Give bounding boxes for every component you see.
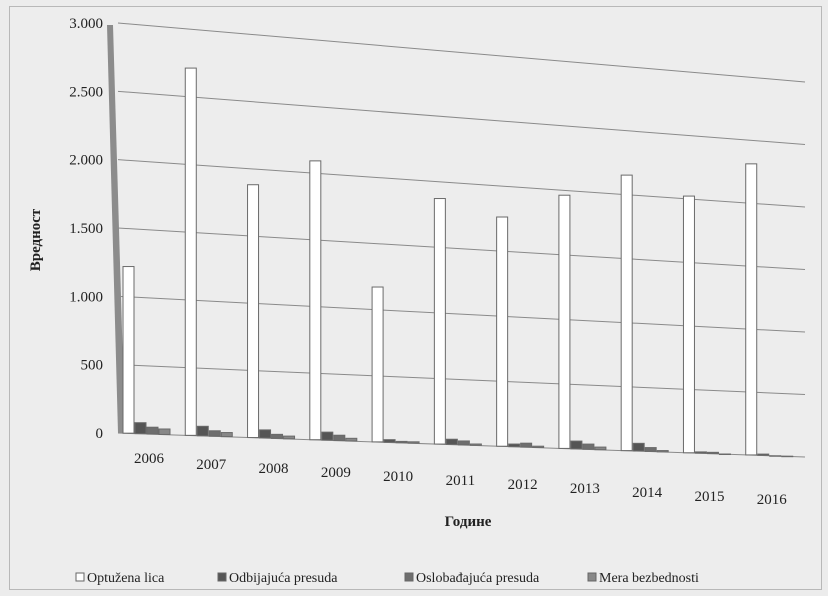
- bar: [558, 194, 571, 449]
- bar: [321, 431, 334, 441]
- bar: [582, 443, 595, 450]
- x-tick-label: 2012: [508, 477, 538, 493]
- y-axis-title: Вредност: [28, 208, 44, 271]
- bar: [706, 451, 719, 455]
- bar: [407, 441, 420, 444]
- bar: [520, 442, 533, 448]
- bar: [632, 442, 645, 452]
- bar: [496, 216, 509, 447]
- x-tick-label: 2006: [134, 451, 165, 467]
- bar: [333, 434, 346, 442]
- grid-line: [117, 22, 806, 83]
- x-tick-label: 2016: [757, 492, 788, 508]
- grid-line: [117, 364, 806, 395]
- bar: [457, 440, 470, 446]
- grid-lines: [117, 22, 806, 458]
- x-tick-label: 2010: [383, 469, 413, 485]
- y-axis-wall: [107, 25, 125, 433]
- legend-swatch: [404, 572, 414, 582]
- y-tick-label: 1.000: [69, 289, 103, 305]
- legend-swatch: [75, 572, 85, 582]
- bar: [469, 443, 482, 446]
- y-tick-label: 2.500: [69, 84, 103, 100]
- x-tick-label: 2013: [570, 481, 600, 497]
- bar: [395, 440, 408, 444]
- bar: [259, 429, 272, 439]
- y-tick-label: 1.500: [69, 221, 103, 237]
- legend-label: Oslobađajuća presuda: [416, 571, 540, 586]
- bar: [620, 174, 633, 452]
- bar: [781, 455, 794, 458]
- bar: [196, 425, 209, 437]
- chart-frame: 0 500 1.000 1.500 2.000 2.500 3.000 2006 2007 20…: [9, 6, 822, 590]
- x-tick-label: 2007: [196, 457, 227, 473]
- x-axis-title: Године: [445, 514, 492, 530]
- legend-label: Mera bezbednosti: [599, 571, 699, 586]
- legend: Optužena lica Odbijajuća presuda Oslobađaj…: [75, 571, 699, 586]
- bar: [694, 451, 707, 454]
- bar: [271, 433, 284, 439]
- bar: [134, 422, 147, 435]
- bar: [656, 450, 669, 453]
- bar: [769, 455, 782, 457]
- bar: [371, 286, 384, 443]
- y-tick-label: 2.000: [69, 153, 103, 169]
- bar: [682, 195, 695, 454]
- bar: [757, 453, 770, 456]
- bar: [122, 266, 135, 434]
- bar: [570, 440, 583, 450]
- grid-line: [117, 159, 806, 208]
- bar: [433, 198, 446, 445]
- bar: [445, 438, 458, 445]
- x-tick-label: 2015: [694, 489, 724, 505]
- legend-label: Odbijajuća presuda: [229, 571, 338, 586]
- x-tick-label: 2008: [259, 461, 289, 477]
- legend-label: Optužena lica: [87, 571, 165, 586]
- x-tick-label: 2014: [632, 485, 663, 501]
- bar: [146, 426, 159, 435]
- bar: [208, 430, 221, 437]
- bar: [309, 160, 322, 441]
- bars: [122, 67, 794, 458]
- bar: [594, 446, 607, 451]
- legend-swatch: [217, 572, 227, 582]
- grid-line: [117, 295, 806, 333]
- y-tick-label: 0: [96, 426, 104, 442]
- grid-line: [117, 90, 806, 145]
- bar: [745, 163, 758, 456]
- y-tick-label: 500: [81, 358, 104, 374]
- legend-swatch: [587, 572, 597, 582]
- bar: [158, 428, 171, 435]
- bar: [247, 184, 260, 439]
- bar: [345, 437, 358, 442]
- y-tick-labels: 0 500 1.000 1.500 2.000 2.500 3.000: [69, 16, 103, 442]
- x-tick-label: 2011: [446, 473, 475, 489]
- x-tick-labels: 2006 2007 2008 2009 2010 2011 2012 2013 2014 2015…: [134, 451, 787, 508]
- bar: [283, 435, 296, 440]
- bar: [508, 443, 521, 448]
- grid-line: [117, 227, 806, 270]
- bar: [220, 432, 233, 438]
- bar: [532, 445, 545, 448]
- x-tick-label: 2009: [321, 465, 351, 481]
- bar: [383, 439, 396, 443]
- bar: [718, 453, 731, 456]
- bar: [184, 67, 197, 436]
- bar: [644, 447, 657, 452]
- y-tick-label: 3.000: [69, 16, 103, 32]
